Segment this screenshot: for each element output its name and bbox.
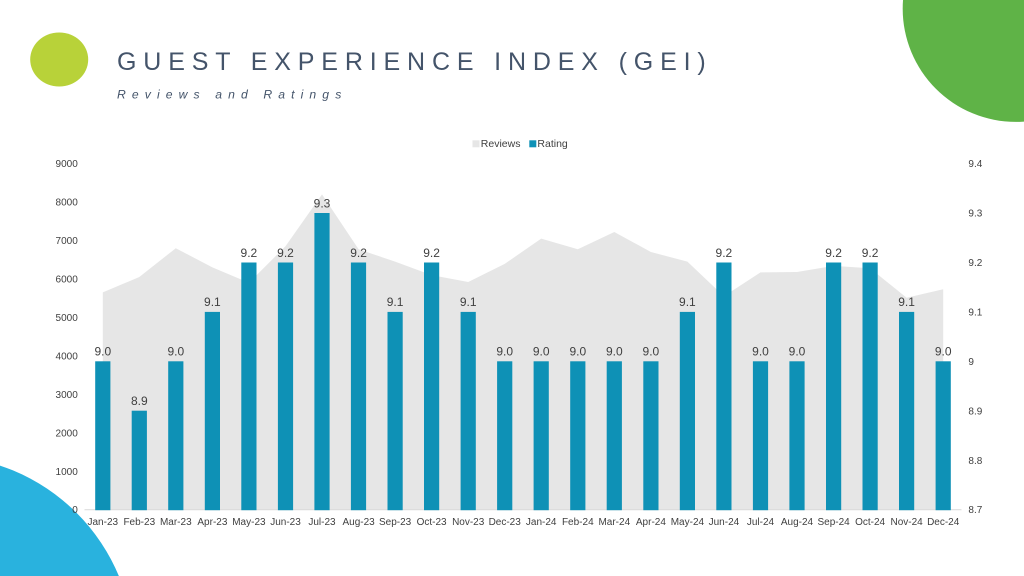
svg-text:Dec-24: Dec-24 [927,517,960,528]
svg-text:9.4: 9.4 [968,159,982,170]
svg-text:9.3: 9.3 [968,209,982,220]
svg-text:9.0: 9.0 [606,345,623,359]
svg-text:Oct-23: Oct-23 [417,517,447,528]
svg-text:9.1: 9.1 [898,295,915,309]
svg-text:4000: 4000 [56,351,79,362]
svg-text:9.2: 9.2 [423,246,440,260]
svg-text:8.8: 8.8 [968,456,982,467]
svg-text:9.1: 9.1 [387,295,404,309]
svg-text:9.2: 9.2 [968,258,982,269]
svg-text:Jan-24: Jan-24 [526,517,557,528]
svg-text:1000: 1000 [56,467,79,478]
svg-text:5000: 5000 [56,313,79,324]
svg-text:Jun-24: Jun-24 [709,517,740,528]
svg-text:8.7: 8.7 [968,505,982,516]
svg-text:3000: 3000 [56,390,79,401]
svg-text:Sep-23: Sep-23 [379,517,412,528]
svg-text:Nov-23: Nov-23 [452,517,485,528]
svg-text:9.1: 9.1 [460,295,477,309]
svg-text:Reviews: Reviews [481,138,521,150]
svg-text:Jun-23: Jun-23 [270,517,301,528]
svg-text:9.0: 9.0 [935,345,952,359]
svg-text:Dec-23: Dec-23 [489,517,522,528]
svg-text:May-23: May-23 [232,517,266,528]
svg-text:Jul-23: Jul-23 [308,517,336,528]
svg-text:7000: 7000 [56,236,79,247]
svg-text:9.0: 9.0 [533,345,550,359]
svg-text:9.2: 9.2 [825,246,842,260]
svg-text:9.0: 9.0 [94,345,111,359]
svg-text:Feb-23: Feb-23 [123,517,155,528]
svg-text:9.0: 9.0 [496,345,513,359]
svg-text:6000: 6000 [56,275,79,286]
svg-text:Apr-24: Apr-24 [636,517,666,528]
svg-text:Oct-24: Oct-24 [855,517,885,528]
svg-text:Nov-24: Nov-24 [890,517,923,528]
svg-text:9.0: 9.0 [569,345,586,359]
svg-text:9: 9 [968,357,974,368]
svg-text:Rating: Rating [537,138,568,150]
svg-text:8.9: 8.9 [131,394,148,408]
svg-text:9.0: 9.0 [789,345,806,359]
svg-text:Reviews and Ratings: Reviews and Ratings [117,88,347,102]
svg-text:9.2: 9.2 [241,246,258,260]
svg-text:9.2: 9.2 [277,246,294,260]
svg-text:Mar-23: Mar-23 [160,517,192,528]
svg-text:Apr-23: Apr-23 [197,517,227,528]
svg-text:9.2: 9.2 [350,246,367,260]
svg-text:9.2: 9.2 [862,246,879,260]
svg-text:9.2: 9.2 [716,246,733,260]
svg-text:2000: 2000 [56,428,79,439]
svg-text:Jan-23: Jan-23 [88,517,119,528]
svg-text:9.3: 9.3 [314,196,331,210]
svg-text:8000: 8000 [56,198,79,209]
svg-text:9.1: 9.1 [204,295,221,309]
svg-text:9.0: 9.0 [752,345,769,359]
svg-text:Feb-24: Feb-24 [562,517,594,528]
svg-text:Aug-23: Aug-23 [342,517,375,528]
svg-text:8.9: 8.9 [968,406,982,417]
svg-text:Jul-24: Jul-24 [747,517,775,528]
svg-text:9.1: 9.1 [679,295,696,309]
svg-text:May-24: May-24 [671,517,705,528]
svg-text:9000: 9000 [56,159,79,170]
svg-text:GUEST EXPERIENCE INDEX (GEI): GUEST EXPERIENCE INDEX (GEI) [117,48,713,76]
svg-text:Sep-24: Sep-24 [817,517,850,528]
svg-text:Aug-24: Aug-24 [781,517,814,528]
svg-text:Mar-24: Mar-24 [598,517,630,528]
svg-text:9.0: 9.0 [167,345,184,359]
svg-text:9.0: 9.0 [643,345,660,359]
svg-text:0: 0 [72,505,78,516]
svg-text:9.1: 9.1 [968,308,982,319]
